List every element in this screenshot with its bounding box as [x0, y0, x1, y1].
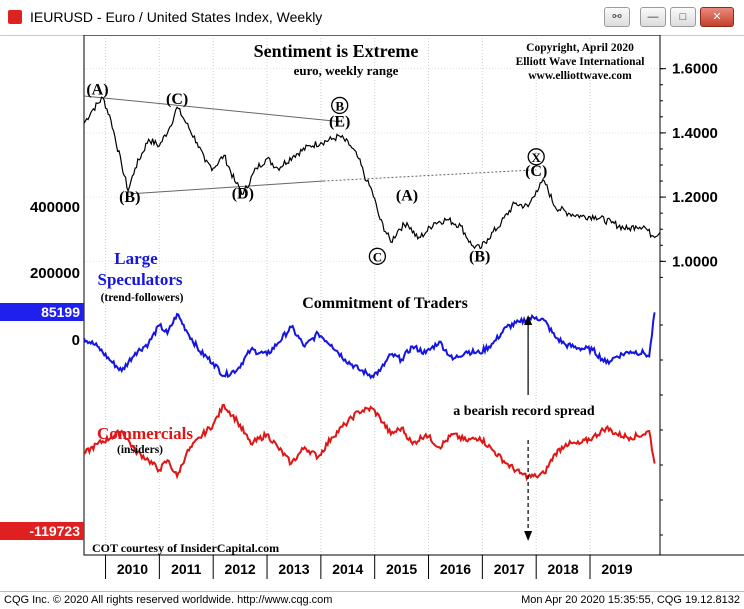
chart-subtitle: euro, weekly range: [294, 63, 399, 78]
x-tick-label: 2015: [386, 561, 417, 577]
speculators-value-badge: [0, 303, 84, 321]
copyright-credit: www.elliottwave.com: [528, 70, 632, 82]
x-tick-label: 2012: [225, 561, 256, 577]
wave-label: C: [373, 249, 382, 264]
price-tick-label: 1.2000: [672, 189, 718, 206]
x-tick-label: 2016: [440, 561, 471, 577]
wave-label-circle: [527, 148, 545, 166]
window-titlebar: IEURUSD - Euro / United States Index, We…: [0, 0, 744, 36]
price-tick-label: 1.0000: [672, 253, 718, 270]
wave-label: (C): [166, 91, 188, 108]
spread-arrowhead-down: [524, 531, 533, 541]
copyright-credit: Elliott Wave International: [516, 56, 645, 68]
x-tick-label: 2018: [548, 561, 579, 577]
price-tick-label: 1.6000: [672, 61, 718, 78]
series-layer: [83, 95, 661, 482]
wave-label: B: [335, 98, 344, 113]
wave-label: (A): [396, 187, 418, 204]
wave-label: (D): [232, 186, 254, 203]
minimize-button[interactable]: —: [640, 7, 666, 27]
speculators-last-value: 85199: [41, 304, 80, 320]
price-line: [83, 96, 661, 250]
labels-layer: (A)(C) B(E)(B) (D) (A)C (B)X(C)Sentiment is …: [0, 41, 644, 555]
x-tick-label: 2014: [332, 561, 363, 577]
wave-label: (C): [525, 163, 547, 180]
cot-tick-label: 400000: [30, 199, 80, 216]
triangle-lower-line: [129, 180, 324, 195]
chart-frame: 2010 2011 2012 2013 2014 2015 2016 2017 2018 2019…: [0, 34, 744, 591]
status-bar: CQG Inc. © 2020 All rights reserved worl…: [0, 591, 744, 609]
copyright-text: CQG Inc. © 2020 All rights reserved worl…: [4, 594, 333, 606]
speculators-label-line2: Speculators: [98, 270, 183, 289]
speculators-note: (trend-followers): [101, 292, 184, 304]
wave-label: (E): [329, 113, 350, 130]
x-tick-label: 2010: [117, 561, 148, 577]
commercials-line: [83, 403, 656, 482]
price-tick-label: 1.4000: [672, 125, 718, 142]
window-title: IEURUSD - Euro / United States Index, We…: [30, 9, 323, 25]
extension-line: [323, 169, 537, 182]
triangle-upper-line: [83, 95, 340, 123]
spread-arrowhead-up: [524, 315, 533, 325]
speculators-line: [83, 312, 656, 380]
cot-tick-label: 200000: [30, 265, 80, 282]
wave-label-circle: [368, 247, 387, 265]
wave-label: X: [531, 150, 541, 165]
x-tick-label: 2011: [171, 561, 202, 577]
x-tick-label: 2013: [278, 561, 309, 577]
close-button[interactable]: ✕: [700, 7, 734, 27]
cot-tick-label: 0: [72, 332, 80, 349]
spread-annotation: a bearish record spread: [453, 404, 595, 419]
app-icon: [8, 10, 22, 24]
x-tick-label: 2017: [494, 561, 525, 577]
commercials-label: Commercials: [97, 424, 193, 443]
maximize-button[interactable]: □: [670, 7, 696, 27]
wave-label: (A): [86, 81, 108, 98]
x-tick-label: 2019: [601, 561, 632, 577]
link-tool-button[interactable]: ⚯: [604, 7, 630, 27]
copyright-credit: Copyright, April 2020: [526, 42, 634, 54]
cot-title: Commitment of Traders: [302, 295, 468, 312]
commercials-last-value: -119723: [29, 523, 80, 539]
commercials-value-badge: [0, 522, 84, 540]
commercials-note: (insiders): [117, 444, 163, 456]
chart-title: Sentiment is Extreme: [254, 41, 419, 61]
chart-svg: 2010 2011 2012 2013 2014 2015 2016 2017 2018 2019…: [0, 34, 744, 579]
grid-lines: [84, 35, 660, 555]
wave-label: (B): [469, 248, 490, 265]
wave-label: (B): [119, 189, 140, 206]
cot-credit: COT courtesy of InsiderCapital.com: [92, 541, 279, 555]
timestamp-text: Mon Apr 20 2020 15:35:55, CQG 19.12.8132: [521, 594, 740, 606]
wave-label-circle: [331, 96, 349, 115]
speculators-label-line1: Large: [114, 249, 158, 268]
axes: 2010 2011 2012 2013 2014 2015 2016 2017 2018 2019…: [30, 34, 744, 579]
